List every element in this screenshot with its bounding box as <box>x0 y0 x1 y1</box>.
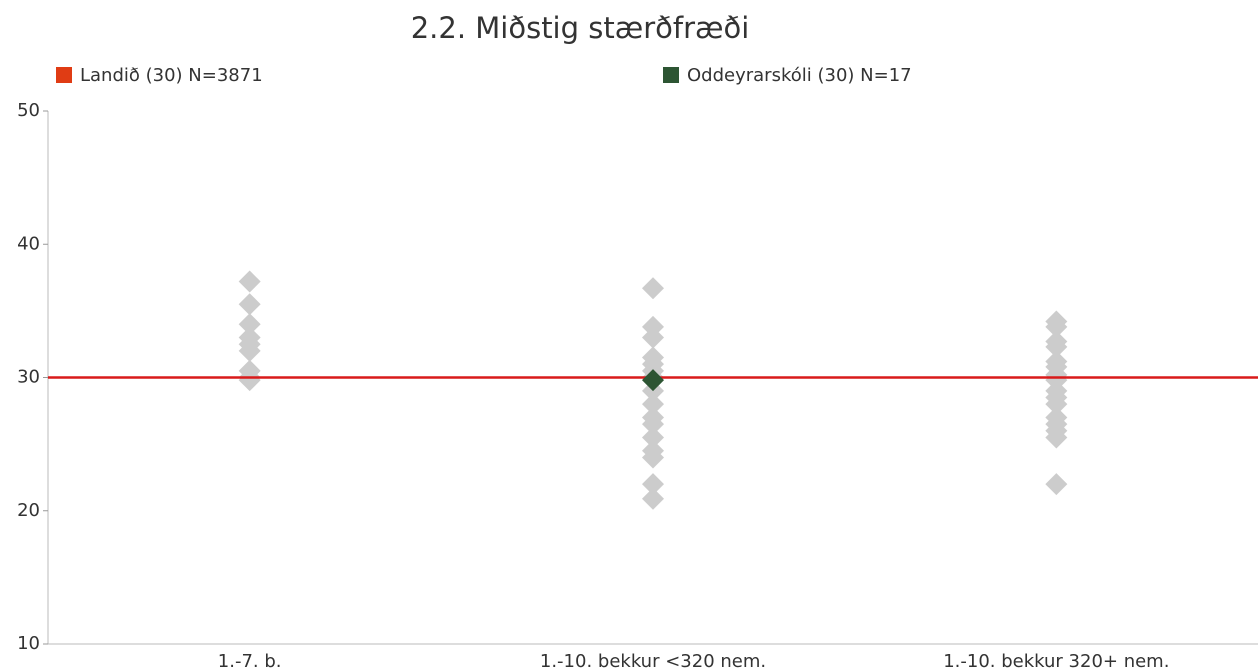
legend-label: Landið (30) N=3871 <box>80 65 263 86</box>
point <box>1045 315 1068 338</box>
point <box>642 277 664 300</box>
y-tick-label: 50 <box>17 100 40 121</box>
point <box>642 326 664 349</box>
point <box>238 270 261 293</box>
point <box>1045 473 1068 496</box>
legend-label: Oddeyrarskóli (30) N=17 <box>687 65 912 86</box>
school-point <box>642 369 664 392</box>
y-tick-label: 30 <box>17 367 40 388</box>
point <box>238 293 261 316</box>
legend-swatch <box>663 67 679 83</box>
point <box>238 369 261 392</box>
x-tick-label: 1.-10. bekkur 320+ nem. <box>943 651 1169 672</box>
y-tick-label: 10 <box>17 633 40 654</box>
point <box>238 339 261 362</box>
point <box>642 393 664 416</box>
x-tick-label: 1.-10. bekkur <320 nem. <box>540 651 766 672</box>
point <box>1045 335 1068 358</box>
point <box>1045 393 1068 416</box>
point <box>642 473 664 496</box>
x-tick-label: 1.-7. b. <box>218 651 282 672</box>
point <box>642 413 664 436</box>
point <box>642 426 664 449</box>
point <box>642 446 664 469</box>
chart-title: 2.2. Miðstig stærðfræði <box>411 11 750 45</box>
point <box>642 487 664 510</box>
y-tick-label: 40 <box>17 233 40 254</box>
legend-swatch <box>56 67 72 83</box>
point <box>238 313 261 336</box>
y-tick-label: 20 <box>17 500 40 521</box>
point <box>1045 426 1068 449</box>
